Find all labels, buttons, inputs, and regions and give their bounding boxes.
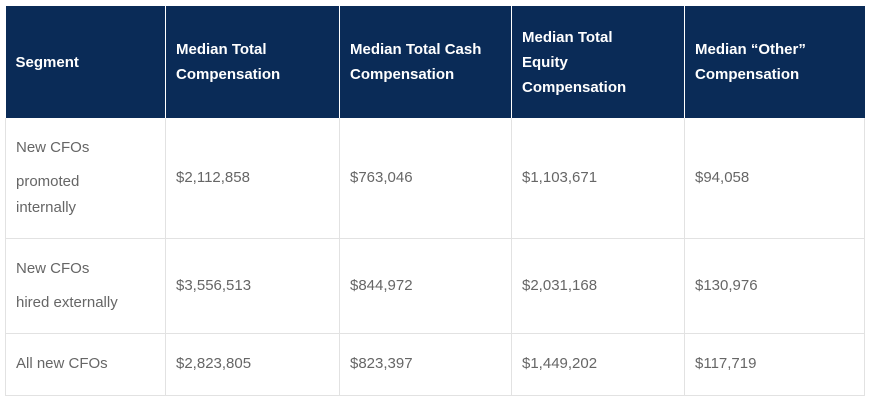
header-line: Median “Other” [695,41,806,58]
table-row: New CFOs promoted internally $2,112,858 … [5,118,865,239]
header-line: Median Total [522,28,613,46]
header-line: Compensation [522,78,627,96]
table-header-row: Segment Median Total Compensation Median… [5,6,865,118]
cfo-compensation-table: Segment Median Total Compensation Median… [5,6,865,396]
segment-line: New CFOs [16,259,90,277]
median-total-cell: $2,823,805 [165,333,340,396]
compensation-table-container: Segment Median Total Compensation Median… [5,6,865,396]
segment-line: promoted [16,172,80,190]
table-row: New CFOs hired externally $3,556,513 $84… [5,238,865,334]
header-median-other-compensation: Median “Other” Compensation [684,6,865,118]
median-cash-cell: $763,046 [339,118,512,239]
segment-cell: All new CFOs [5,333,166,396]
median-equity-cell: $2,031,168 [511,238,685,334]
header-line: Equity [522,53,568,71]
header-median-total-equity-compensation: Median Total Equity Compensation [511,6,685,118]
header-line: Median Total [176,41,267,58]
segment-cell: New CFOs hired externally [5,238,166,334]
header-line: Compensation [350,66,455,83]
median-other-cell: $130,976 [684,238,865,334]
median-cash-cell: $844,972 [339,238,512,334]
header-line: Median Total Cash [350,41,482,58]
median-equity-cell: $1,103,671 [511,118,685,239]
median-equity-cell: $1,449,202 [511,333,685,396]
header-line: Compensation [695,66,800,83]
median-other-cell: $117,719 [684,333,865,396]
segment-line: New CFOs [16,138,90,156]
table-row: All new CFOs $2,823,805 $823,397 $1,449,… [5,333,865,396]
header-median-total-compensation: Median Total Compensation [165,6,340,118]
median-total-cell: $3,556,513 [165,238,340,334]
header-segment-line: Segment [15,53,79,71]
median-other-cell: $94,058 [684,118,865,239]
median-total-cell: $2,112,858 [165,118,340,239]
segment-cell: New CFOs promoted internally [5,118,166,239]
segment-line: hired externally [16,293,118,311]
segment-line: All new CFOs [16,355,108,372]
median-cash-cell: $823,397 [339,333,512,396]
header-line: Compensation [176,66,281,83]
header-segment: Segment [5,6,166,118]
segment-line: internally [16,198,77,216]
header-median-total-cash-compensation: Median Total Cash Compensation [339,6,512,118]
